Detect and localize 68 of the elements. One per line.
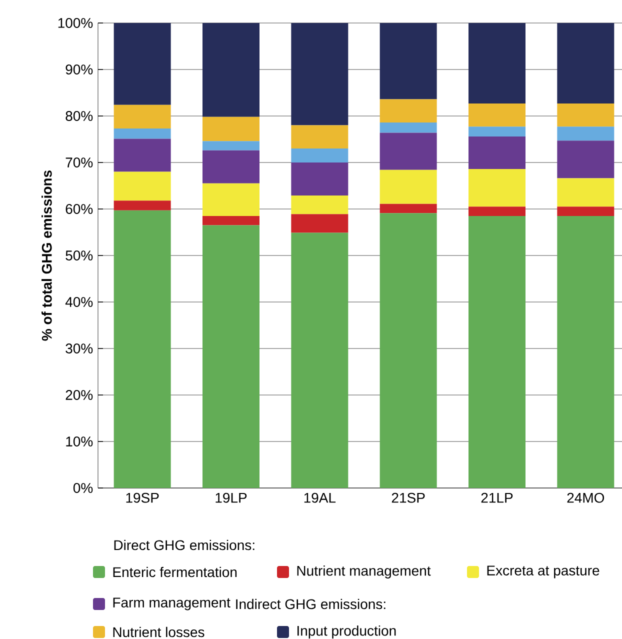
bar	[291, 196, 348, 214]
bar	[202, 183, 260, 216]
y-tick-label: 10%	[66, 436, 93, 446]
x-tick-label: 19AL	[304, 492, 336, 503]
y-axis-title: % of total GHG emissions	[42, 170, 52, 341]
bar	[114, 210, 171, 488]
bar	[380, 132, 437, 170]
y-tick-label: 20%	[66, 390, 93, 400]
bar	[468, 169, 526, 207]
bar	[468, 103, 526, 127]
bar	[114, 22, 171, 105]
y-tick-label: 80%	[66, 111, 93, 121]
bar	[380, 22, 437, 100]
legend-label: Enteric fermentation	[113, 566, 237, 578]
y-tick-label: 100%	[58, 18, 93, 28]
bar	[114, 128, 171, 139]
bar	[114, 138, 171, 172]
bar	[114, 172, 171, 201]
y-tick-label: 70%	[66, 158, 93, 168]
bar	[557, 140, 614, 178]
bar	[114, 104, 171, 129]
bar	[202, 22, 260, 117]
bar	[202, 150, 260, 184]
bar	[202, 116, 260, 142]
legend-label: Nutrient management	[297, 565, 431, 579]
y-tick-label: 60%	[66, 204, 93, 214]
y-tick-label: 30%	[66, 344, 93, 354]
bar	[202, 141, 260, 150]
bar	[380, 204, 437, 214]
x-tick-label: 21SP	[392, 492, 425, 503]
x-tick-label: 21LP	[481, 492, 513, 503]
y-tick-label: 90%	[66, 64, 93, 74]
bar	[114, 200, 171, 210]
bar	[291, 125, 348, 149]
bar	[557, 103, 614, 127]
bar	[468, 136, 526, 170]
bar	[468, 206, 526, 216]
bar	[380, 99, 437, 123]
legend-label: Excreta at pasture	[487, 566, 600, 578]
text: Indirect GHG emissions:	[236, 598, 386, 610]
legend-label: Input production	[297, 625, 396, 639]
bar	[380, 170, 437, 204]
bar	[557, 178, 614, 207]
legend-label: Nutrient losses	[113, 626, 204, 638]
bar	[380, 213, 437, 488]
bar	[468, 22, 526, 104]
bar	[291, 232, 348, 488]
x-tick-label: 19LP	[216, 492, 247, 503]
bar	[291, 22, 348, 126]
y-tick-label: 0%	[73, 483, 93, 493]
bar	[557, 216, 614, 488]
bar	[380, 122, 437, 133]
bar	[291, 148, 348, 162]
x-tick-label: 24MO	[567, 492, 604, 503]
bar	[557, 126, 614, 141]
bar	[468, 216, 526, 488]
bar	[291, 214, 348, 233]
y-tick-label: 50%	[66, 250, 93, 260]
bar	[468, 126, 526, 136]
legend-title: Direct GHG emissions:	[114, 540, 254, 550]
bar	[557, 206, 614, 216]
x-tick-label: 19SP	[126, 492, 159, 503]
bar	[557, 22, 614, 104]
bar	[202, 216, 260, 226]
bar	[202, 225, 260, 488]
bar	[291, 162, 348, 196]
y-tick-label: 40%	[65, 297, 93, 307]
legend-label: Farm management	[113, 598, 230, 610]
